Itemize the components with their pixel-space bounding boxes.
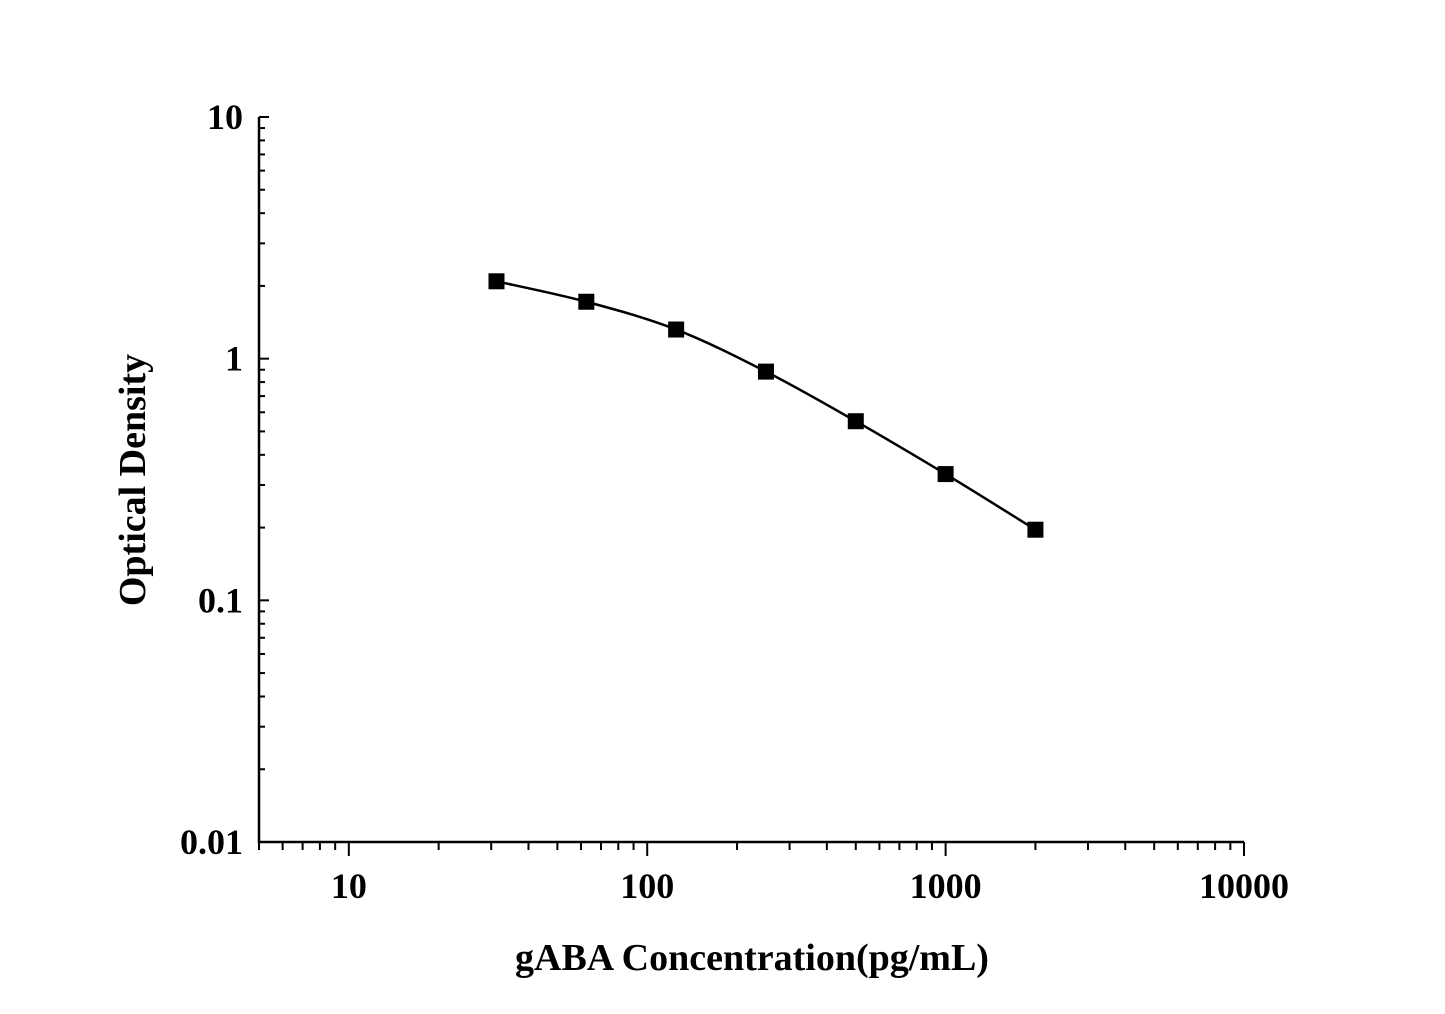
data-point-marker [488,273,505,290]
x-axis-title: gABA Concentration(pg/mL) [515,937,989,979]
axes [257,117,1244,844]
y-axis-title: Optical Density [112,354,154,606]
y-tick-label: 0.01 [180,822,243,862]
x-tick-label: 10 [331,866,367,906]
data-point-marker [937,466,954,483]
series-line [496,280,1037,531]
x-tick-label: 1000 [910,866,982,906]
data-point-marker [668,321,685,338]
data-series [488,273,1044,538]
tick-labels: 10 100 1000 10000 0.01 0.1 1 10 [180,97,1289,906]
data-point-marker [578,293,595,310]
x-tick-label: 100 [620,866,674,906]
x-tick-label: 10000 [1199,866,1289,906]
axis-ticks [258,116,1245,856]
y-tick-label: 0.1 [198,580,243,620]
y-tick-label: 10 [207,97,243,137]
data-point-marker [757,363,774,380]
data-point-marker [1027,521,1044,538]
data-point-marker [847,413,864,430]
y-tick-label: 1 [225,339,243,379]
